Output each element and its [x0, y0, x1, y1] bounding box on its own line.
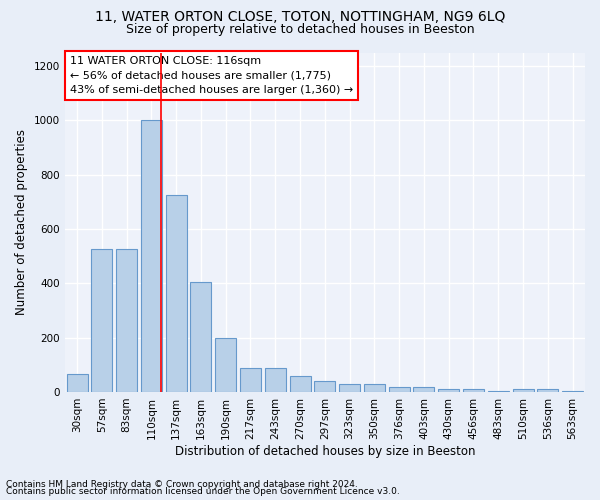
Bar [512, 389, 533, 392]
Bar [290, 376, 311, 392]
Bar [438, 389, 459, 392]
Bar [240, 368, 261, 392]
Bar [538, 389, 559, 392]
Bar [116, 250, 137, 392]
Bar [314, 381, 335, 392]
Bar [215, 338, 236, 392]
Bar [339, 384, 360, 392]
Bar [166, 195, 187, 392]
Text: 11 WATER ORTON CLOSE: 116sqm
← 56% of detached houses are smaller (1,775)
43% of: 11 WATER ORTON CLOSE: 116sqm ← 56% of de… [70, 56, 353, 96]
Bar [141, 120, 162, 392]
Bar [562, 390, 583, 392]
Text: 11, WATER ORTON CLOSE, TOTON, NOTTINGHAM, NG9 6LQ: 11, WATER ORTON CLOSE, TOTON, NOTTINGHAM… [95, 10, 505, 24]
Text: Size of property relative to detached houses in Beeston: Size of property relative to detached ho… [125, 22, 475, 36]
Bar [364, 384, 385, 392]
Bar [265, 368, 286, 392]
Bar [488, 390, 509, 392]
Bar [91, 250, 112, 392]
Text: Contains public sector information licensed under the Open Government Licence v3: Contains public sector information licen… [6, 488, 400, 496]
Bar [67, 374, 88, 392]
Y-axis label: Number of detached properties: Number of detached properties [15, 129, 28, 315]
Bar [413, 387, 434, 392]
Bar [463, 389, 484, 392]
Bar [389, 387, 410, 392]
X-axis label: Distribution of detached houses by size in Beeston: Distribution of detached houses by size … [175, 444, 475, 458]
Bar [190, 282, 211, 392]
Text: Contains HM Land Registry data © Crown copyright and database right 2024.: Contains HM Land Registry data © Crown c… [6, 480, 358, 489]
